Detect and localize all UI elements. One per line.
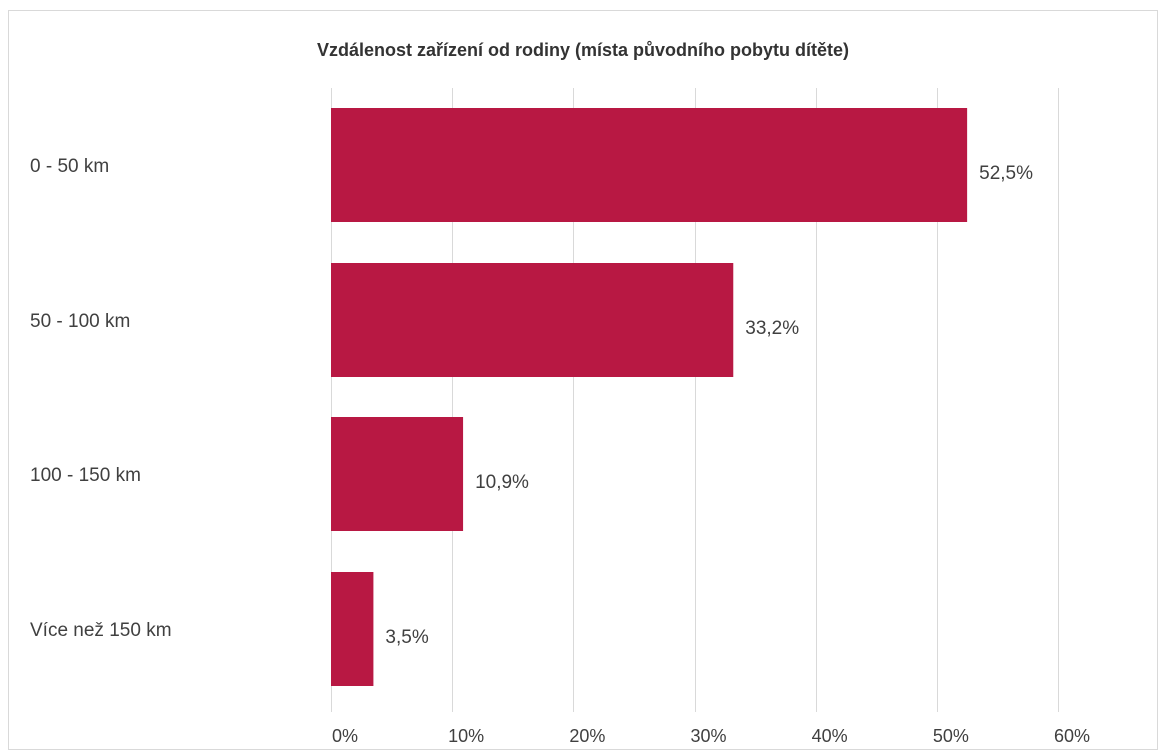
bar — [331, 263, 734, 377]
data-label: 3,5% — [385, 627, 428, 648]
x-tick-label: 0% — [332, 726, 358, 746]
x-axis-tick-labels: 0% 10% 20% 30% 40% 50% 60% — [332, 726, 1090, 746]
x-tick-label: 30% — [690, 726, 726, 746]
bar — [331, 108, 968, 222]
category-labels: 0 - 50 km 50 - 100 km 100 - 150 km Více než… — [30, 156, 172, 641]
x-tick-label: 20% — [569, 726, 605, 746]
data-label: 33,2% — [745, 318, 799, 339]
bar — [331, 572, 374, 686]
data-labels: 52,5% 33,2% 10,9% 3,5% — [385, 163, 1033, 648]
x-tick-label: 60% — [1054, 726, 1090, 746]
bar — [331, 417, 464, 531]
x-tick-label: 40% — [812, 726, 848, 746]
x-tick-label: 50% — [933, 726, 969, 746]
category-label: 100 - 150 km — [30, 465, 141, 486]
chart-title: Vzdálenost zařízení od rodiny (místa pův… — [317, 40, 849, 60]
category-label: Více než 150 km — [30, 620, 172, 641]
category-label: 0 - 50 km — [30, 156, 109, 177]
data-label: 10,9% — [475, 472, 529, 493]
data-label: 52,5% — [979, 163, 1033, 184]
x-tick-label: 10% — [448, 726, 484, 746]
category-label: 50 - 100 km — [30, 311, 130, 332]
bars — [331, 108, 968, 686]
